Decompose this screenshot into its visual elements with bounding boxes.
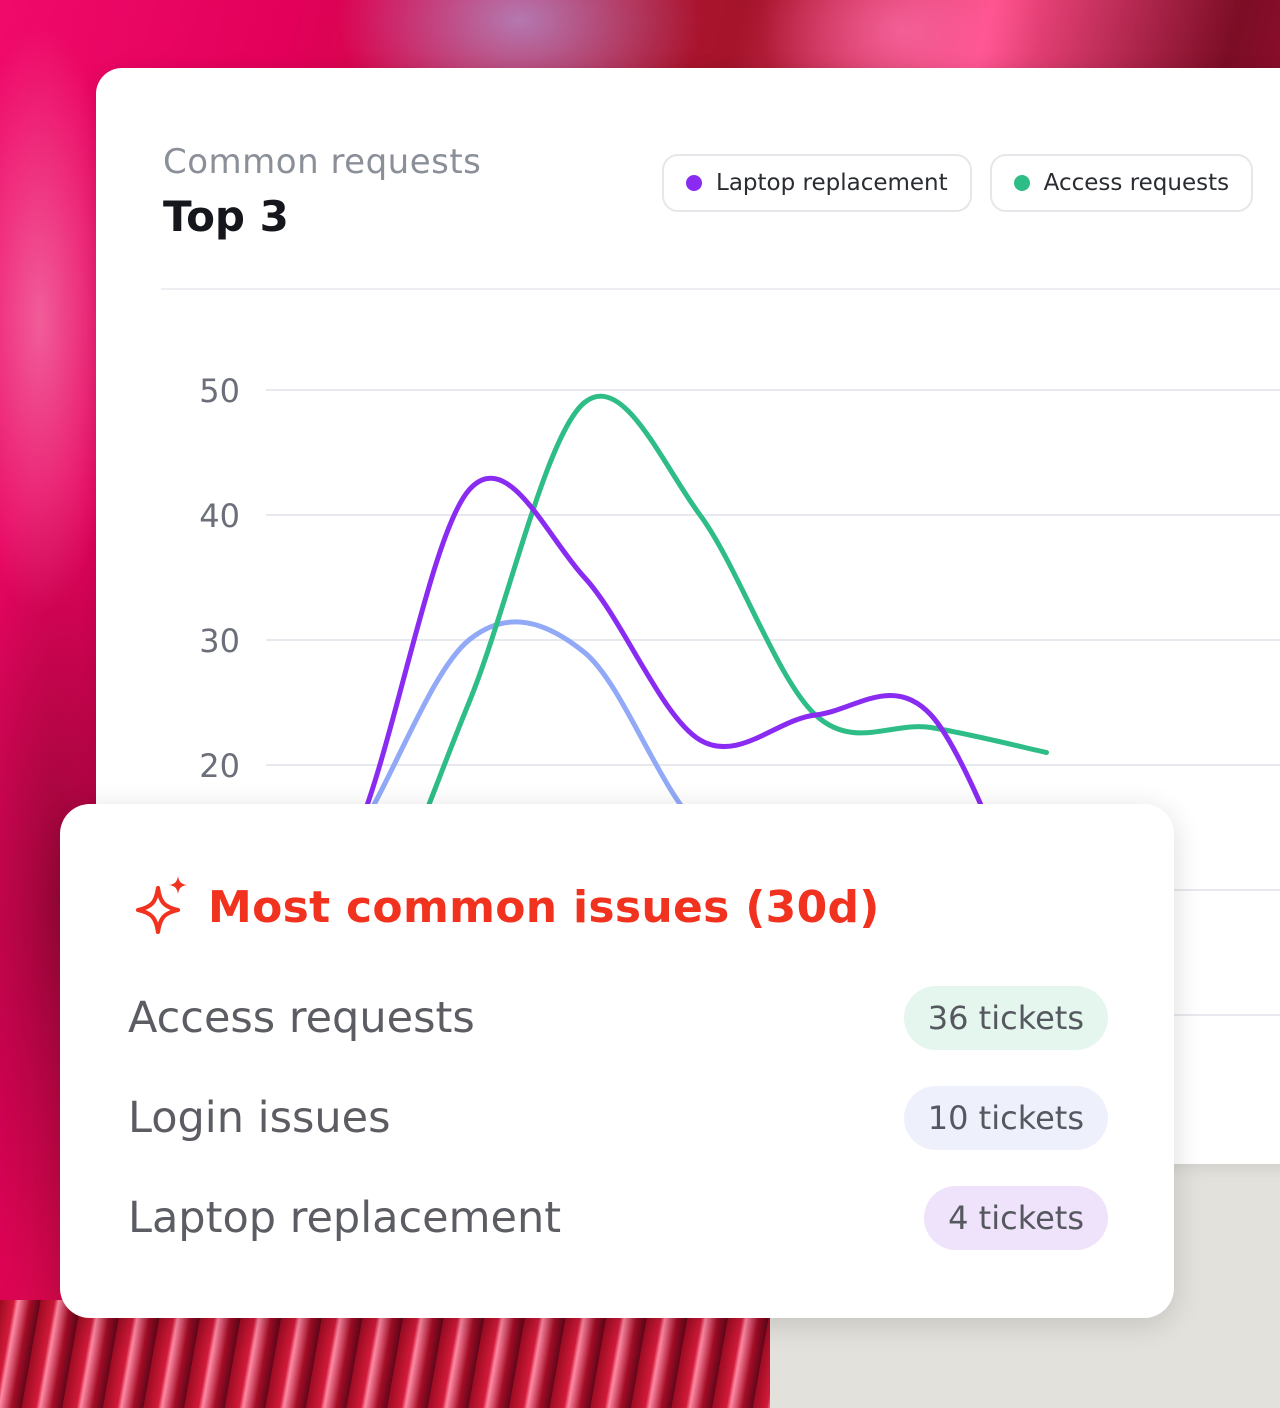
legend-item-access-requests[interactable]: Access requests	[989, 154, 1254, 212]
common-issues-card: Most common issues (30d) Access requests…	[60, 804, 1174, 1318]
issue-label: Laptop replacement	[128, 1193, 562, 1243]
background-stripes	[0, 1300, 780, 1408]
issues-header: Most common issues (30d)	[130, 876, 880, 938]
legend-item-laptop-replacement[interactable]: Laptop replacement	[662, 154, 972, 212]
series-line-laptop-replacement	[235, 475, 1049, 993]
chart-header-divider	[161, 288, 1280, 290]
chart-card-subtitle: Common requests	[163, 142, 482, 182]
y-tick-label: 50	[199, 372, 240, 410]
issue-row-access-requests[interactable]: Access requests 36 tickets	[128, 985, 1108, 1051]
y-tick-label: 30	[199, 622, 240, 660]
legend-dot-access-requests	[1013, 175, 1030, 191]
issue-label: Login issues	[128, 1093, 391, 1143]
issues-title: Most common issues (30d)	[208, 881, 880, 933]
issue-row-laptop-replacement[interactable]: Laptop replacement 4 tickets	[128, 1185, 1108, 1251]
issue-label: Access requests	[128, 993, 475, 1043]
ticket-count-badge: 36 tickets	[903, 986, 1108, 1050]
legend-label-access-requests: Access requests	[1043, 170, 1230, 196]
chart-legend: Laptop replacement Access requests	[662, 154, 1254, 214]
y-tick-label: 20	[199, 747, 240, 785]
ticket-count-badge: 4 tickets	[924, 1186, 1108, 1250]
sparkle-icon	[135, 876, 187, 935]
ticket-count-badge: 10 tickets	[903, 1086, 1108, 1150]
legend-dot-laptop-replacement	[686, 175, 702, 191]
chart-card-title: Top 3	[163, 192, 289, 241]
y-tick-label: 40	[199, 497, 240, 535]
legend-label-laptop-replacement: Laptop replacement	[716, 170, 948, 196]
issue-row-login-issues[interactable]: Login issues 10 tickets	[128, 1085, 1108, 1151]
